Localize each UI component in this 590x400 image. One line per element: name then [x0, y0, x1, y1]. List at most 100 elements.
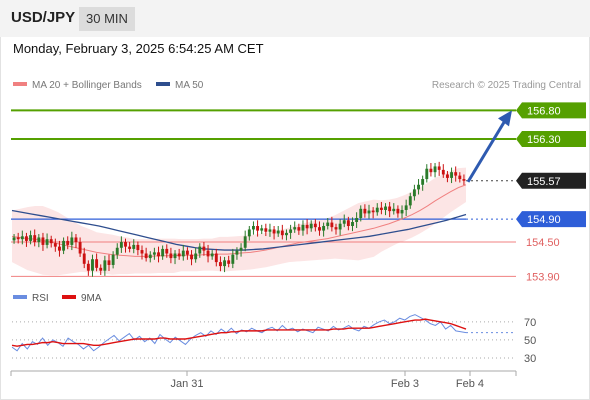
- candle-body: [322, 226, 326, 231]
- support-label: 154.50: [526, 237, 560, 249]
- target-price-label: 156.30: [527, 134, 561, 146]
- candle-body: [190, 254, 193, 260]
- candle-body: [252, 226, 255, 230]
- candle-body: [231, 254, 235, 264]
- legend-bollinger-label: MA 20 + Bollinger Bands: [32, 80, 142, 91]
- period-badge[interactable]: 30 MIN: [79, 7, 135, 31]
- candle-body: [82, 253, 86, 264]
- candle-body: [206, 250, 210, 257]
- candle-body: [330, 222, 334, 228]
- candle-body: [297, 227, 301, 231]
- legend-bollinger: MA 20 + Bollinger Bands: [13, 80, 142, 91]
- candle-body: [74, 237, 78, 243]
- candle-body: [165, 248, 169, 254]
- rsi-tick-label: 70: [524, 317, 536, 329]
- pivot-price-tag: [516, 211, 586, 228]
- candle-body: [313, 223, 317, 228]
- candle-body: [309, 223, 313, 229]
- legend-rsi-label: RSI: [32, 293, 49, 304]
- target-price-tag: [516, 102, 586, 119]
- copyright: Research © 2025 Trading Central: [431, 80, 581, 91]
- candle-body: [227, 260, 231, 264]
- candle-body: [132, 244, 136, 249]
- candle-body: [218, 262, 222, 267]
- candle-body: [318, 227, 321, 231]
- candle-body: [107, 260, 111, 265]
- candle-body: [173, 253, 177, 259]
- candle-body: [338, 223, 342, 230]
- candle-body: [198, 246, 202, 254]
- candle-body: [181, 250, 185, 257]
- candle-body: [53, 243, 57, 247]
- candle-body: [280, 230, 284, 236]
- candle-body: [334, 227, 338, 230]
- symbol-title: USD/JPY: [11, 9, 76, 26]
- candle-body: [342, 220, 346, 224]
- candle-body: [363, 208, 367, 214]
- legend-9ma: 9MA: [62, 293, 102, 304]
- candle-body: [384, 206, 387, 210]
- candle-body: [388, 206, 392, 212]
- pivot-price-label: 154.90: [527, 214, 561, 226]
- candle-body: [210, 253, 214, 257]
- candle-body: [124, 242, 127, 247]
- legend-rsi: RSI: [13, 293, 49, 304]
- target-price-tag: [516, 130, 586, 147]
- candle-body: [355, 217, 359, 222]
- x-tick-label: Feb 3: [391, 378, 419, 390]
- candle-body: [260, 228, 264, 231]
- candle-body: [86, 263, 90, 271]
- candle-body: [305, 224, 309, 229]
- candle-body: [223, 260, 226, 267]
- candle-body: [111, 254, 115, 265]
- rsi-line: [11, 314, 467, 352]
- forecast-arrow-head: [498, 110, 512, 127]
- candle-body: [396, 208, 400, 214]
- candle-body: [379, 207, 383, 210]
- candle-body: [29, 235, 33, 241]
- candle-body: [400, 209, 404, 214]
- legend-ma50-label: MA 50: [175, 80, 204, 91]
- candle-body: [412, 189, 416, 197]
- candle-body: [268, 229, 272, 232]
- candle-body: [437, 166, 441, 170]
- candle-body: [421, 179, 425, 185]
- candle-body: [152, 252, 156, 255]
- ma20-line: [11, 184, 467, 257]
- legend-ma50: MA 50: [156, 80, 203, 91]
- candle-body: [140, 250, 144, 254]
- candle-body: [37, 237, 41, 243]
- candle-body: [404, 205, 408, 210]
- candle-body: [103, 260, 107, 271]
- candle-body: [115, 247, 119, 255]
- last-price-label: 155.57: [527, 176, 561, 188]
- candle-body: [99, 267, 103, 271]
- candle-body: [144, 253, 148, 259]
- rsi-tick-label: 50: [524, 335, 536, 347]
- ma50-line: [11, 209, 467, 251]
- candle-body: [346, 220, 350, 227]
- target-price-label: 156.80: [527, 105, 561, 117]
- candle-body: [70, 237, 74, 245]
- candle-body: [58, 246, 61, 251]
- candle-body: [392, 208, 396, 212]
- candle-body: [45, 239, 49, 245]
- candle-body: [359, 208, 363, 218]
- candle-body: [301, 224, 305, 231]
- bollinger-swatch: [13, 82, 27, 87]
- candle-body: [185, 250, 189, 255]
- candle-body: [161, 248, 165, 257]
- candle-body: [25, 236, 28, 241]
- candle-body: [157, 252, 160, 257]
- ma9-swatch: [62, 295, 76, 300]
- bollinger-band: [12, 167, 466, 276]
- candle-body: [247, 229, 251, 237]
- candle-body: [272, 229, 276, 234]
- candle-body: [177, 253, 181, 257]
- x-tick-label: Feb 4: [456, 378, 484, 390]
- candle-body: [41, 237, 45, 245]
- candle-body: [351, 222, 354, 227]
- datetime-stamp: Monday, February 3, 2025 6:54:25 AM CET: [13, 41, 264, 56]
- candle-body: [458, 175, 462, 180]
